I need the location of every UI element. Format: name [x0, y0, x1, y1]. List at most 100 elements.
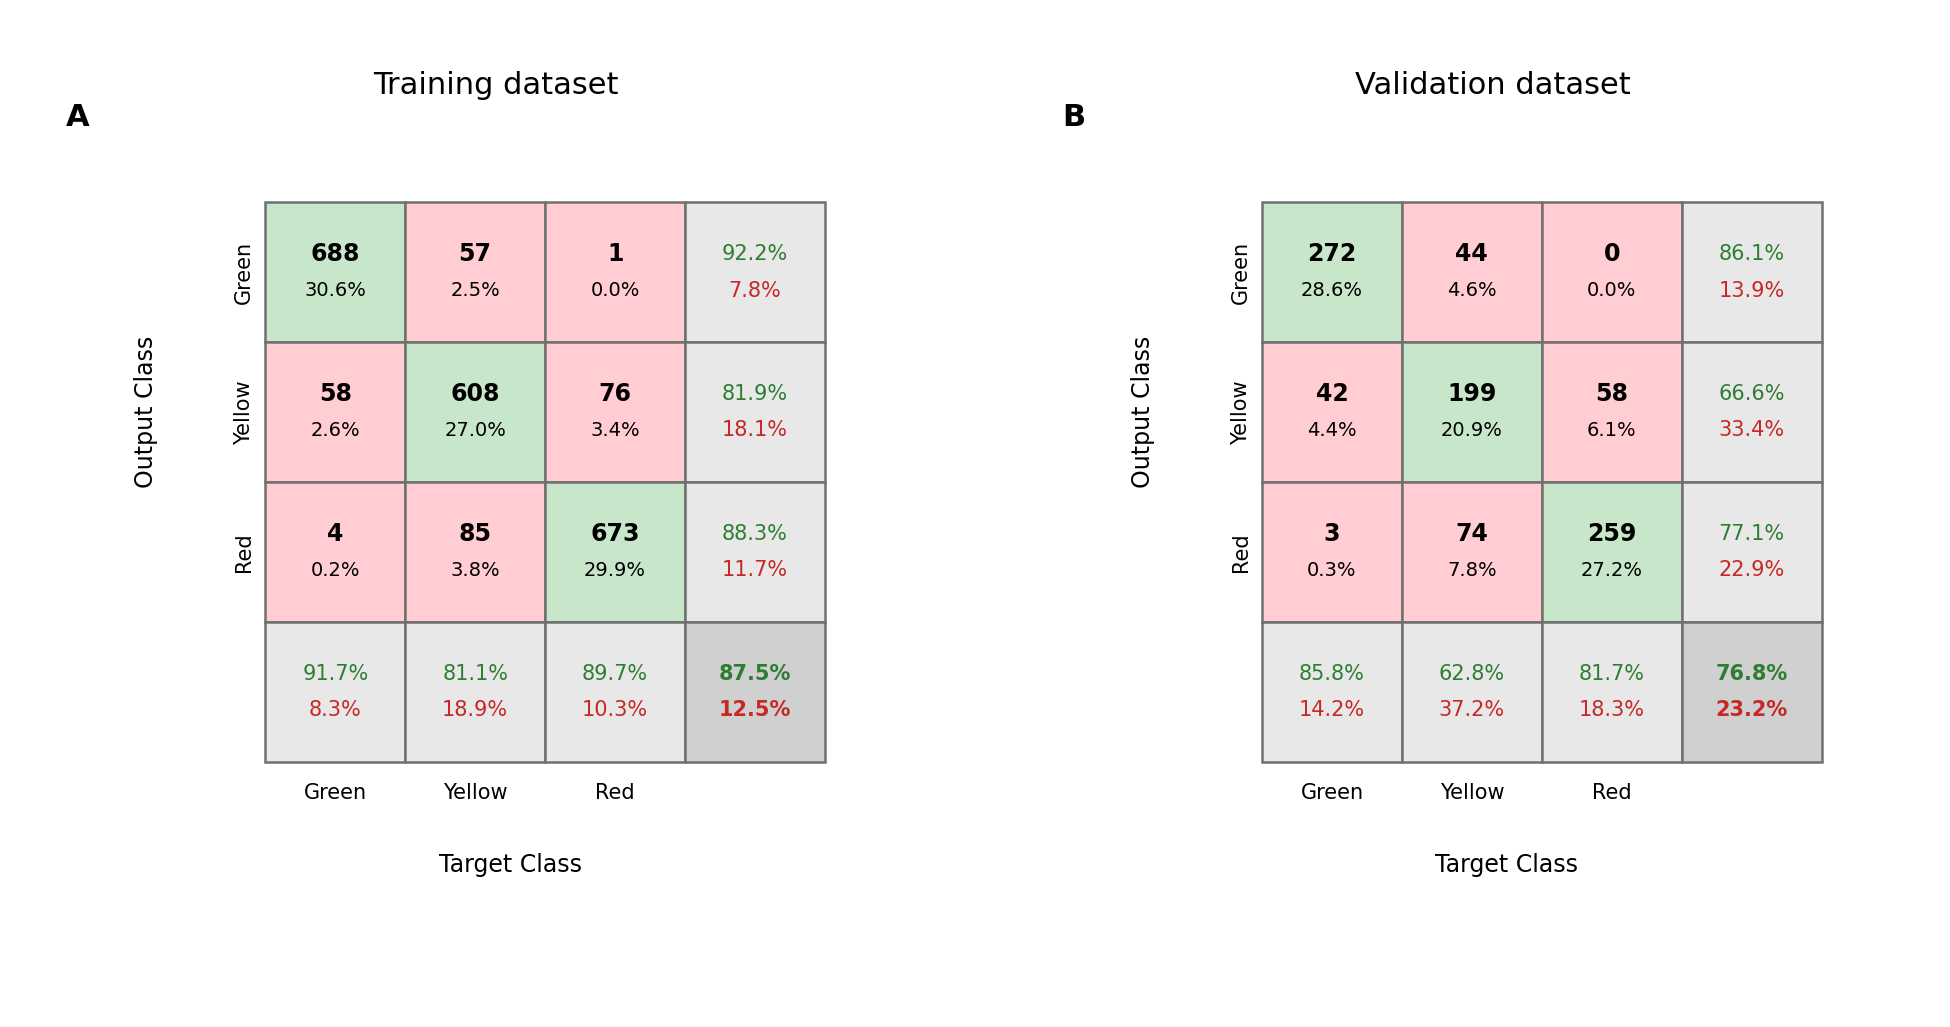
Text: 7.8%: 7.8%	[729, 280, 782, 301]
Text: 29.9%: 29.9%	[585, 561, 645, 580]
Bar	[684, 483, 825, 622]
Text: 3: 3	[1324, 522, 1340, 546]
Bar	[1402, 483, 1542, 622]
Text: 81.7%: 81.7%	[1580, 663, 1644, 684]
Text: Green: Green	[1301, 783, 1363, 803]
Bar	[406, 483, 546, 622]
Text: Green: Green	[1230, 241, 1250, 304]
Text: 58: 58	[318, 382, 351, 406]
Text: Red: Red	[1230, 532, 1250, 572]
Text: Target Class: Target Class	[1435, 853, 1578, 877]
Text: 57: 57	[458, 242, 491, 266]
Text: 13.9%: 13.9%	[1718, 280, 1784, 301]
Text: 18.9%: 18.9%	[443, 700, 509, 720]
Text: 0: 0	[1603, 242, 1620, 266]
Text: 1: 1	[606, 242, 624, 266]
Text: 23.2%: 23.2%	[1716, 700, 1788, 720]
Bar	[265, 622, 406, 762]
Bar	[406, 202, 546, 342]
Text: Green: Green	[234, 241, 254, 304]
Text: 89.7%: 89.7%	[581, 663, 647, 684]
Text: 0.0%: 0.0%	[1587, 281, 1636, 300]
Text: 85.8%: 85.8%	[1299, 663, 1365, 684]
Text: 77.1%: 77.1%	[1718, 524, 1784, 544]
Text: 33.4%: 33.4%	[1718, 420, 1784, 441]
Bar	[1542, 483, 1681, 622]
Bar	[1681, 622, 1821, 762]
Text: 86.1%: 86.1%	[1718, 244, 1784, 264]
Bar	[684, 342, 825, 483]
Text: 81.1%: 81.1%	[443, 663, 509, 684]
Text: 81.9%: 81.9%	[722, 384, 788, 404]
Bar	[1262, 202, 1402, 342]
Text: 37.2%: 37.2%	[1439, 700, 1505, 720]
Text: Red: Red	[595, 783, 636, 803]
Text: 0.3%: 0.3%	[1306, 561, 1357, 580]
Bar	[546, 483, 684, 622]
Text: Output Class: Output Class	[135, 336, 158, 489]
Text: Yellow: Yellow	[234, 380, 254, 445]
Bar	[1402, 622, 1542, 762]
Bar	[1542, 202, 1681, 342]
Text: 4: 4	[328, 522, 343, 546]
Text: 76: 76	[599, 382, 632, 406]
Text: Green: Green	[304, 783, 367, 803]
Text: Red: Red	[1591, 783, 1632, 803]
Text: 0.2%: 0.2%	[310, 561, 361, 580]
Text: Output Class: Output Class	[1131, 336, 1154, 489]
Text: 27.0%: 27.0%	[445, 421, 507, 440]
Text: 58: 58	[1595, 382, 1628, 406]
Text: 88.3%: 88.3%	[722, 524, 788, 544]
Bar	[265, 202, 406, 342]
Bar	[1542, 622, 1681, 762]
Text: Yellow: Yellow	[443, 783, 507, 803]
Text: 3.4%: 3.4%	[591, 421, 640, 440]
Text: 688: 688	[310, 242, 361, 266]
Text: 2.5%: 2.5%	[450, 281, 499, 300]
Text: B: B	[1063, 103, 1086, 132]
Text: 7.8%: 7.8%	[1447, 561, 1498, 580]
Text: 42: 42	[1316, 382, 1347, 406]
Bar	[1542, 342, 1681, 483]
Text: 12.5%: 12.5%	[720, 700, 792, 720]
Text: 2.6%: 2.6%	[310, 421, 361, 440]
Text: 62.8%: 62.8%	[1439, 663, 1505, 684]
Text: 87.5%: 87.5%	[720, 663, 792, 684]
Bar	[1262, 342, 1402, 483]
Bar	[265, 483, 406, 622]
Text: 10.3%: 10.3%	[581, 700, 647, 720]
Text: 44: 44	[1455, 242, 1488, 266]
Bar	[546, 622, 684, 762]
Text: Red: Red	[234, 532, 254, 572]
Text: 85: 85	[458, 522, 491, 546]
Text: 0.0%: 0.0%	[591, 281, 640, 300]
Bar	[546, 202, 684, 342]
Text: 14.2%: 14.2%	[1299, 700, 1365, 720]
Text: 272: 272	[1306, 242, 1357, 266]
Text: 76.8%: 76.8%	[1716, 663, 1788, 684]
Bar	[406, 342, 546, 483]
Bar	[1402, 342, 1542, 483]
Text: 74: 74	[1455, 522, 1488, 546]
Text: 27.2%: 27.2%	[1581, 561, 1642, 580]
Text: 28.6%: 28.6%	[1301, 281, 1363, 300]
Bar	[1681, 202, 1821, 342]
Text: 20.9%: 20.9%	[1441, 421, 1503, 440]
Text: 18.1%: 18.1%	[722, 420, 788, 441]
Bar	[684, 622, 825, 762]
Bar	[684, 202, 825, 342]
Text: 8.3%: 8.3%	[308, 700, 361, 720]
Text: 6.1%: 6.1%	[1587, 421, 1636, 440]
Bar	[406, 622, 546, 762]
Bar	[546, 342, 684, 483]
Title: Validation dataset: Validation dataset	[1355, 71, 1630, 100]
Text: 199: 199	[1447, 382, 1496, 406]
Bar	[1681, 483, 1821, 622]
Text: 66.6%: 66.6%	[1718, 384, 1784, 404]
Text: 4.6%: 4.6%	[1447, 281, 1498, 300]
Text: Yellow: Yellow	[1439, 783, 1503, 803]
Text: Yellow: Yellow	[1230, 380, 1250, 445]
Bar	[1262, 622, 1402, 762]
Text: 92.2%: 92.2%	[722, 244, 788, 264]
Text: 22.9%: 22.9%	[1718, 561, 1784, 580]
